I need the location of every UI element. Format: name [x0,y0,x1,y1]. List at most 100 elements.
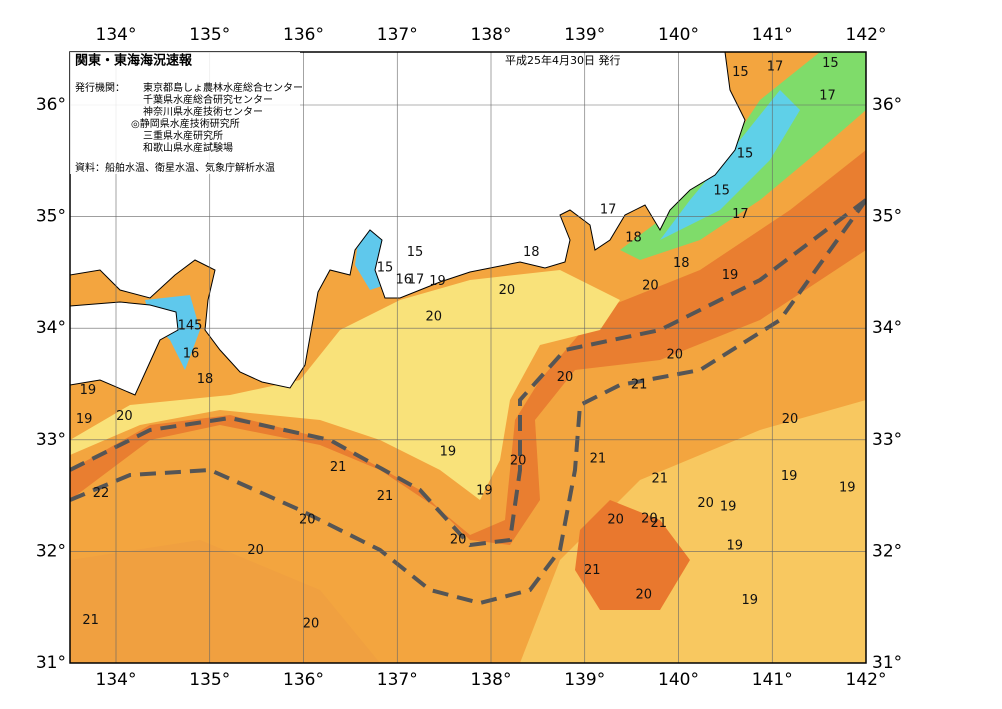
contour-label: 145 [178,318,203,333]
lon-label: 140° [658,25,699,45]
contour-label: 20 [666,347,683,362]
contour-label: 20 [607,513,624,528]
contour-label: 20 [642,278,659,293]
lon-label: 136° [283,670,324,690]
contour-label: 19 [440,445,457,460]
lon-label: 142° [846,670,887,690]
lat-label: 31° [872,653,902,673]
contour-label: 17 [732,207,749,222]
lat-label: 34° [872,318,902,338]
lon-label: 134° [96,25,137,45]
contour-label: 21 [651,471,668,486]
coastal-yellow [70,270,620,500]
contour-label: 20 [557,370,574,385]
land-shikoku [70,301,179,396]
contour-label: 19 [781,469,798,484]
contour-label: 20 [782,412,799,427]
contour-label: 15 [407,245,424,260]
contour-label: 20 [299,513,316,528]
contour-label: 19 [741,593,758,608]
kuroshio-edge [70,198,866,606]
lat-label: 31° [36,653,66,673]
contour-label: 19 [722,268,739,283]
lon-label: 137° [377,25,418,45]
lon-label: 138° [471,670,512,690]
agency: 千葉県水産総合研究センター [143,93,273,106]
contour-label: 19 [726,538,743,553]
lat-label: 33° [36,430,66,450]
lon-label: 137° [377,670,418,690]
map-frame [69,51,867,664]
contour-label: 20 [499,283,516,298]
lat-label: 35° [872,207,902,227]
contour-label: 21 [631,378,648,393]
contour-label: 17 [600,202,617,217]
contour-label: 19 [76,412,93,427]
lon-label: 138° [471,25,512,45]
contour-label: 22 [93,486,110,501]
coastal-cyan [660,90,800,240]
contour-label: 19 [429,274,446,289]
contour-label: 19 [839,480,856,495]
contour-label: 17 [819,89,836,104]
lon-label: 141° [752,25,793,45]
agency: 東京都島しょ農林水産総合センター [143,81,303,94]
contour-label: 18 [523,245,540,260]
lat-label: 35° [36,207,66,227]
ticks: 134° 134° 135° 135° 136° 136° 137° 137° 138° 138°… [36,25,902,690]
contour-label: 20 [116,409,133,424]
contour-label: 15 [822,56,839,71]
agency: 神奈川県水産技術センター [143,105,263,118]
contour-label: 16 [396,273,413,288]
lon-label: 135° [189,25,230,45]
contour-label: 21 [584,563,601,578]
contour-label: 15 [713,183,730,198]
lat-label: 33° [872,430,902,450]
contour-label: 15 [737,147,754,162]
source: 資料：船舶水温、衛星水温、気象庁解析水温 [75,161,275,174]
agency: ◎静岡県水産技術研究所 [131,117,240,130]
lat-label: 36° [36,95,66,115]
contour-label: 20 [450,533,467,548]
contour-label: 16 [183,346,200,361]
lon-label: 139° [564,670,605,690]
lon-label: 135° [189,670,230,690]
contour-label: 18 [625,230,642,245]
lat-label: 34° [36,318,66,338]
contour-label: 20 [641,512,658,527]
contour-label: 20 [247,543,264,558]
contour-label: 18 [197,372,214,387]
contour-label: 15 [377,260,394,275]
contour-label: 20 [636,587,653,602]
contour-label: 17 [767,60,784,75]
contour-label: 20 [426,310,443,325]
contour-label: 21 [330,460,347,475]
lat-label: 32° [872,541,902,561]
lon-label: 134° [96,670,137,690]
sea-zone [70,540,380,663]
contour-label: 19 [720,499,737,514]
issue-date: 平成25年4月30日 発行 [505,53,621,67]
contour-label: 21 [377,489,394,504]
kuroshio-axis [70,198,866,548]
contour-label: 20 [697,496,714,511]
lat-label: 36° [872,95,902,115]
lon-label: 140° [658,670,699,690]
contour-label: 20 [510,454,527,469]
contour-label: 15 [732,65,749,80]
agency: 和歌山県水産試験場 [143,141,233,154]
agency: 三重県水産研究所 [143,129,223,142]
contour-label: 17 [408,273,425,288]
contour-label: 21 [590,451,607,466]
contour-label: 19 [80,383,97,398]
lat-label: 32° [36,541,66,561]
contour-label: 19 [476,484,493,499]
info-box [70,52,300,174]
lon-label: 139° [564,25,605,45]
warm-eddy [575,500,690,610]
agencies-label: 発行機関： [75,81,125,94]
lon-label: 141° [752,670,793,690]
title: 関東・東海海況速報 [75,53,193,69]
